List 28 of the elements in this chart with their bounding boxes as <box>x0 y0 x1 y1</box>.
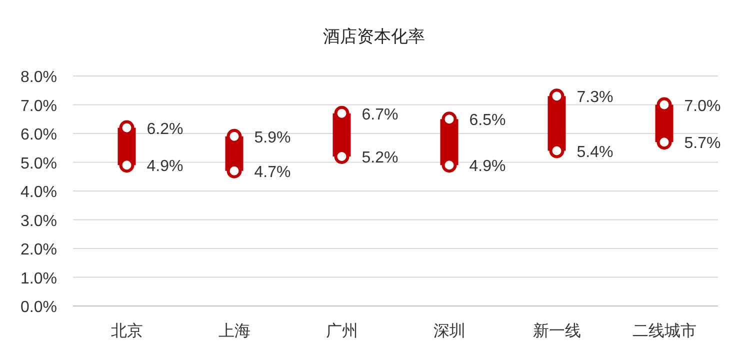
x-tick-label: 广州 <box>326 322 358 340</box>
x-tick-label: 深圳 <box>433 322 466 340</box>
y-tick-label: 0.0% <box>20 299 57 316</box>
data-label: 6.2% <box>146 120 184 138</box>
y-tick-label: 3.0% <box>20 212 57 230</box>
y-tick-label: 8.0% <box>20 69 57 86</box>
data-label: 6.5% <box>469 112 506 130</box>
data-label: 5.7% <box>684 135 721 152</box>
data-label: 4.9% <box>469 158 506 176</box>
data-label: 4.9% <box>146 158 184 176</box>
x-tick-label: 上海 <box>218 322 250 340</box>
y-tick-label: 4.0% <box>20 184 57 201</box>
y-tick-label: 6.0% <box>20 126 57 144</box>
data-label: 7.3% <box>576 89 614 106</box>
y-tick-label: 7.0% <box>20 98 57 115</box>
chart-title: 酒店资本化率 <box>323 27 425 46</box>
data-label: 6.7% <box>362 106 398 124</box>
x-tick-label: 新一线 <box>532 322 581 340</box>
data-label: 4.7% <box>254 164 291 181</box>
data-label: 5.2% <box>362 150 398 166</box>
x-tick-label: 北京 <box>110 322 143 340</box>
data-label: 7.0% <box>684 98 721 115</box>
y-tick-label: 1.0% <box>20 270 57 288</box>
data-label: 5.4% <box>576 144 614 161</box>
y-tick-label: 5.0% <box>20 155 57 172</box>
x-tick-label: 二线城市 <box>632 322 696 340</box>
data-label: 5.9% <box>254 129 291 146</box>
y-tick-label: 2.0% <box>20 242 57 258</box>
